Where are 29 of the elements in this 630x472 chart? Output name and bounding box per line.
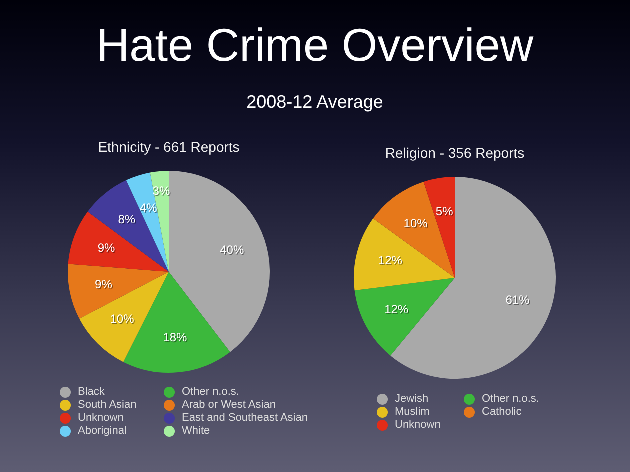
- data-label: 12%: [386, 303, 410, 318]
- legend-label: Aboriginal: [78, 425, 127, 437]
- legend-label: White: [182, 425, 210, 437]
- legend-label: Muslim: [395, 406, 430, 418]
- text: Hate Crime Overview: [95, 18, 535, 72]
- legend-label: East and Southeast Asian: [182, 412, 308, 424]
- legend-label: South Asian: [78, 399, 137, 411]
- data-label: 12%: [379, 254, 404, 269]
- chart-title: Ethnicity - 661 Reports: [97, 138, 241, 156]
- legend-label: Arab or West Asian: [182, 399, 276, 411]
- chart-title: Religion - 356 Reports: [384, 144, 526, 162]
- text: 2008-12 Average: [246, 91, 384, 113]
- legend-label: Catholic: [482, 406, 522, 418]
- legend-label: Black: [78, 386, 105, 398]
- data-label: 9%: [98, 242, 117, 256]
- legend-label: Unknown: [78, 412, 124, 424]
- legend-label: Jewish: [395, 393, 429, 405]
- data-label: 10%: [111, 312, 136, 327]
- data-label: 4%: [140, 202, 159, 216]
- data-label: 61%: [506, 294, 532, 308]
- legend-label: Other n.o.s.: [482, 393, 540, 405]
- data-label: 10%: [404, 217, 430, 232]
- data-label: 5%: [436, 205, 455, 220]
- data-label: 40%: [221, 244, 246, 258]
- legend-label: Other n.o.s.: [182, 386, 240, 398]
- legend-label: Unknown: [395, 419, 441, 431]
- data-label: 18%: [164, 332, 189, 346]
- data-label: 8%: [118, 212, 136, 227]
- data-label: 9%: [96, 278, 114, 293]
